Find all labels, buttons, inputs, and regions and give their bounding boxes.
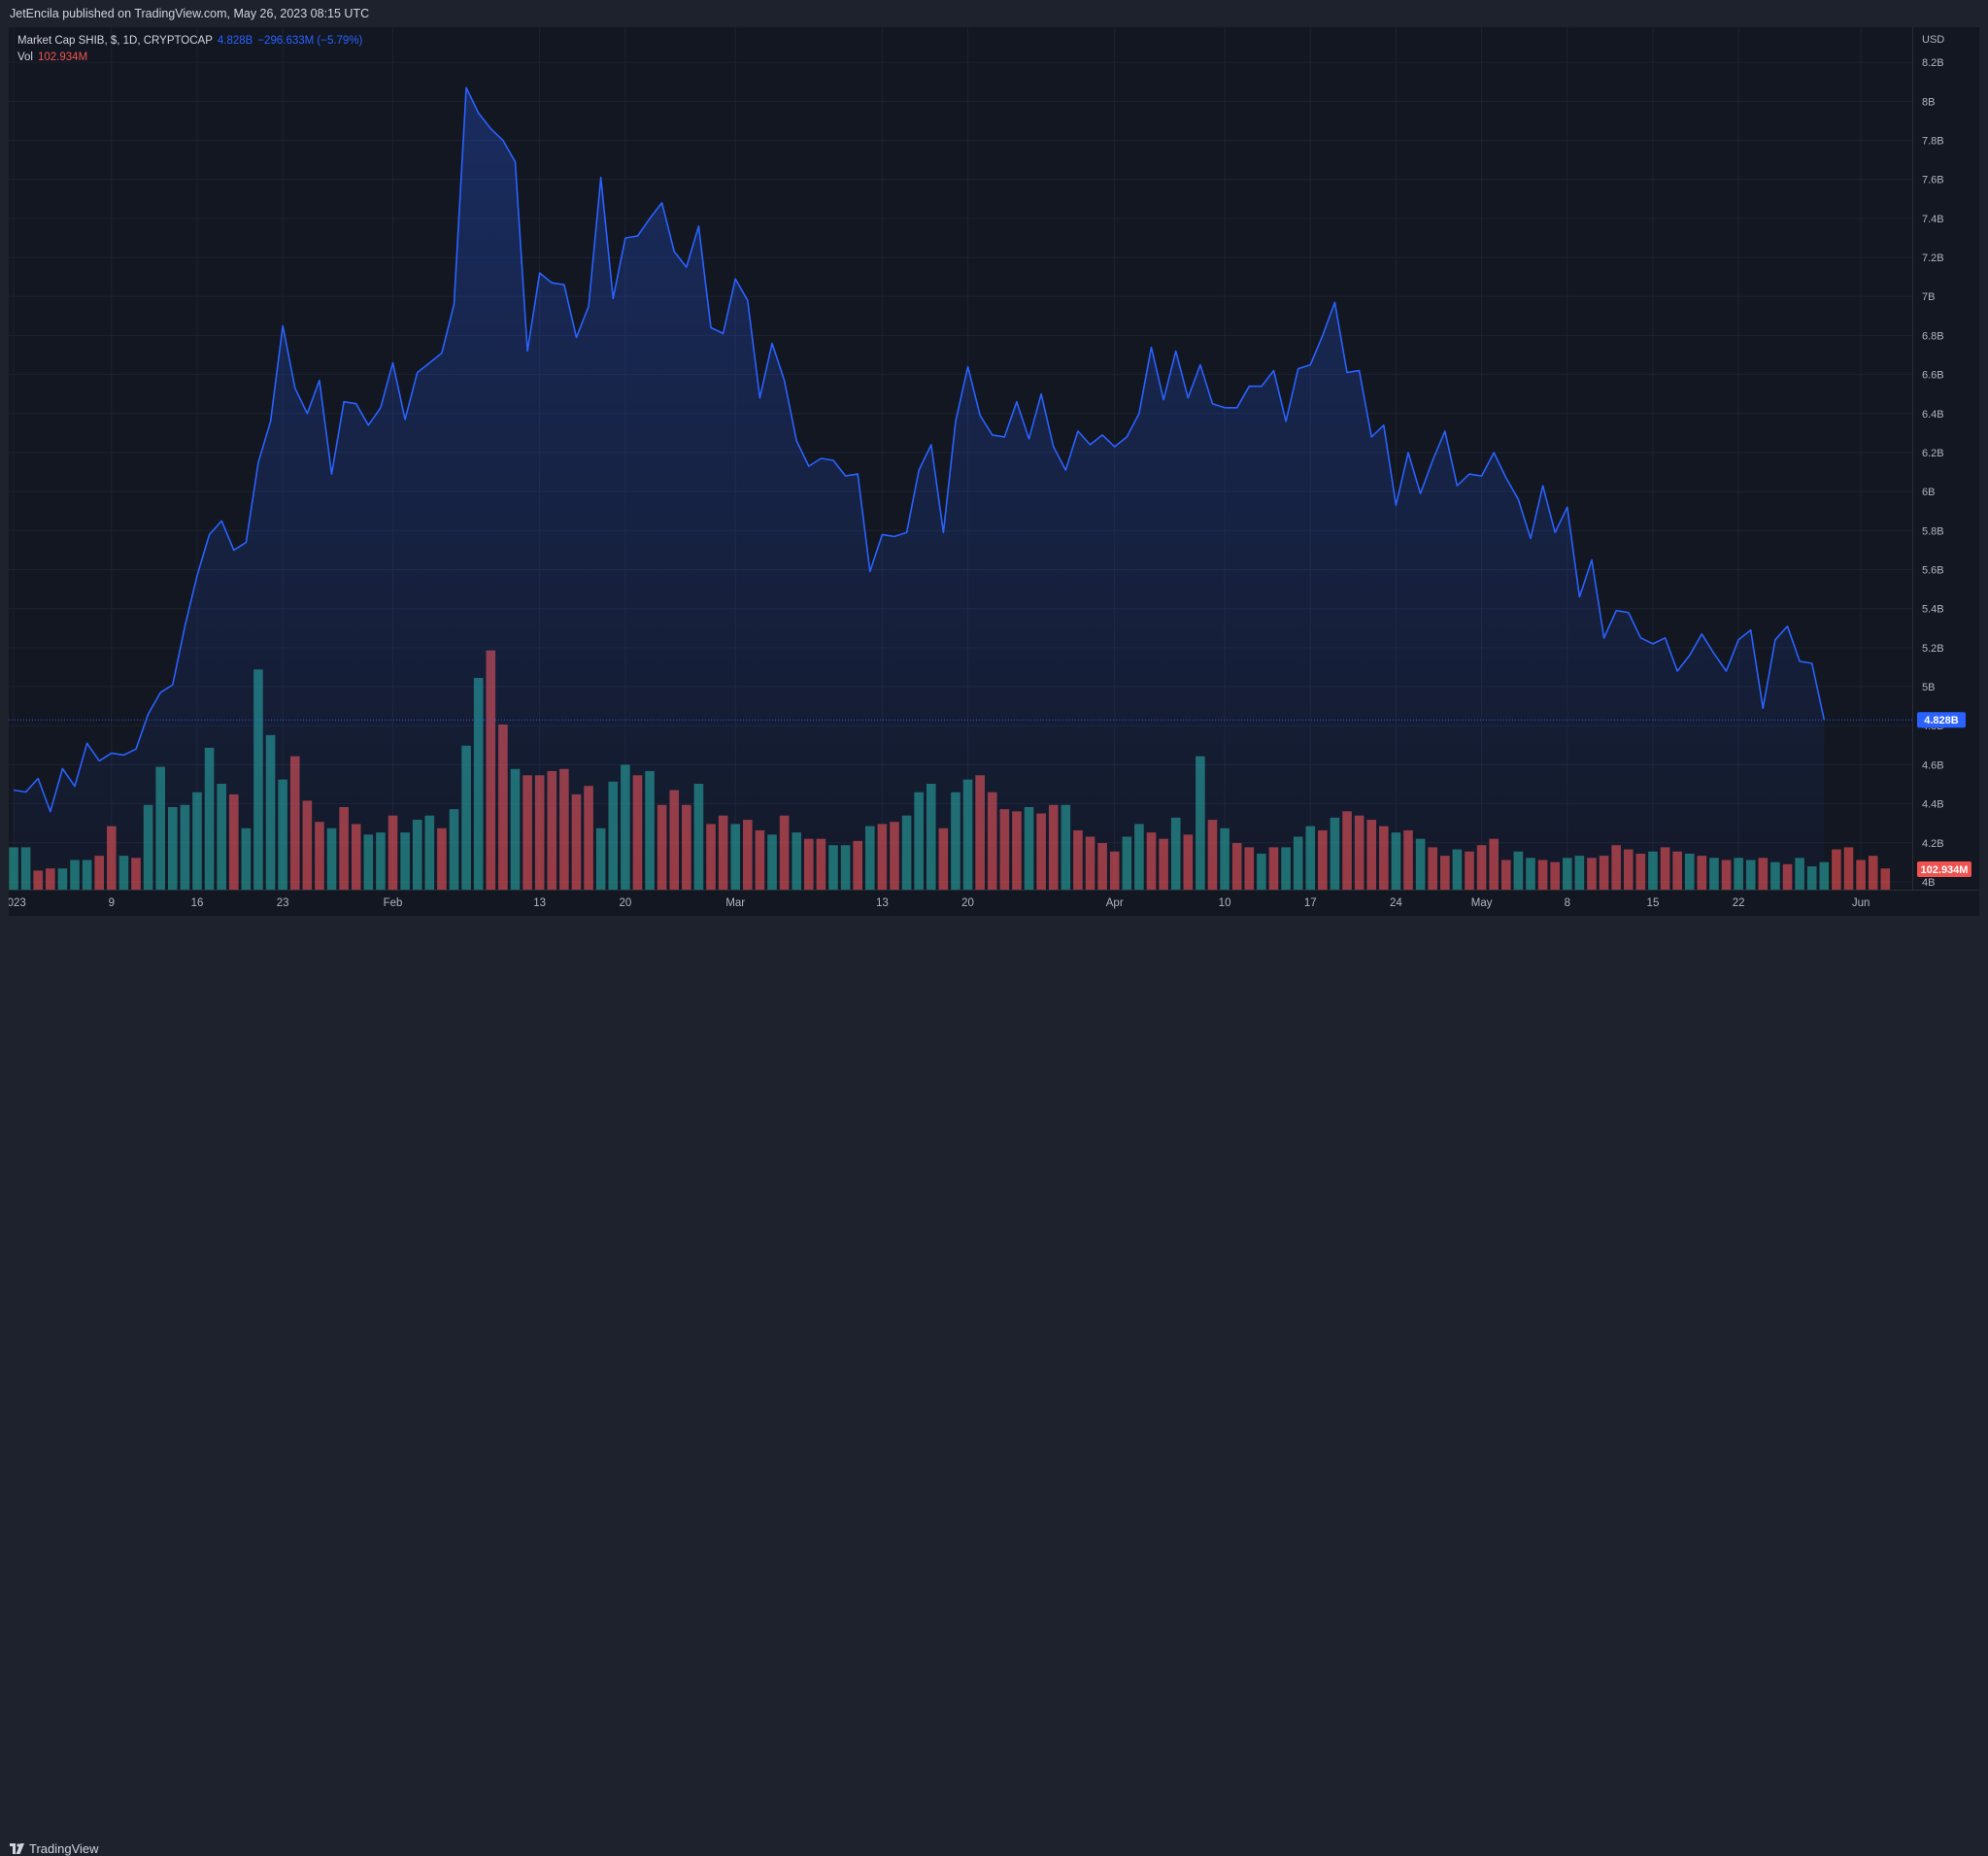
volume-bar-149 xyxy=(1832,849,1841,890)
time-axis-tick-10: Apr xyxy=(1106,897,1124,909)
time-axis-tick-18: Jun xyxy=(1852,897,1870,909)
time-axis-tick-7: Mar xyxy=(725,897,745,909)
price-axis-tick-3: 4.6B xyxy=(1922,759,1944,771)
price-axis-tick-13: 6.6B xyxy=(1922,370,1944,382)
legend-symbol[interactable]: Market Cap SHIB, $, 1D, CRYPTOCAP xyxy=(17,35,213,47)
price-axis-tick-6: 5.2B xyxy=(1922,643,1944,655)
legend-volume-value: 102.934M xyxy=(38,51,88,63)
volume-bar-153 xyxy=(1880,868,1891,890)
price-axis-tick-5: 5B xyxy=(1922,682,1935,693)
time-axis-tick-15: 8 xyxy=(1565,897,1570,909)
time-axis-tick-12: 17 xyxy=(1304,897,1317,909)
value-badges: 4.828B 102.934M xyxy=(1917,712,1971,877)
last-price-badge-text: 4.828B xyxy=(1924,715,1959,726)
time-axis-tick-8: 13 xyxy=(876,897,889,909)
time-axis-tick-17: 22 xyxy=(1733,897,1745,909)
volume-bar-150 xyxy=(1843,847,1854,890)
time-axis-tick-0: 2023 xyxy=(9,897,26,909)
axis-panels xyxy=(9,27,1979,916)
price-axis-tick-17: 7.4B xyxy=(1922,214,1944,225)
legend-main-row: Market Cap SHIB, $, 1D, CRYPTOCAP 4.828B −… xyxy=(17,33,362,50)
tradingview-brand-text: TradingView xyxy=(29,1841,99,1856)
last-volume-badge xyxy=(1917,861,1971,877)
price-axis[interactable]: USD4B4.2B4.4B4.6B4.8B5B5.2B5.4B5.6B5.8B6… xyxy=(1922,34,1944,889)
time-axis-tick-9: 20 xyxy=(961,897,974,909)
price-axis-tick-16: 7.2B xyxy=(1922,253,1944,264)
legend-volume-row: Vol 102.934M xyxy=(17,50,362,66)
price-area xyxy=(9,86,1912,891)
price-axis-panel xyxy=(1912,27,1979,916)
time-axis-tick-6: 20 xyxy=(619,897,631,909)
price-axis-tick-9: 5.8B xyxy=(1922,525,1944,537)
price-axis-tick-0: 4B xyxy=(1922,877,1935,889)
price-axis-tick-1: 4.2B xyxy=(1922,838,1944,850)
volume-bar-152 xyxy=(1868,856,1878,890)
price-axis-unit: USD xyxy=(1922,34,1944,46)
price-line xyxy=(13,86,1826,813)
time-axis-panel xyxy=(9,890,1979,916)
price-axis-tick-20: 8B xyxy=(1922,96,1935,108)
time-axis[interactable]: 2023 9 16 23 Feb 13 20 Mar 13 20 Apr 10 17 24 May 8 15 22… xyxy=(9,897,1870,909)
time-axis-tick-13: 24 xyxy=(1390,897,1402,909)
last-price-badge xyxy=(1917,712,1966,728)
chart-pane[interactable]: USD4B4.2B4.4B4.6B4.8B5B5.2B5.4B5.6B5.8B6… xyxy=(9,27,1979,916)
time-axis-tick-5: 13 xyxy=(533,897,546,909)
last-volume-badge-text: 102.934M xyxy=(1921,864,1969,876)
price-axis-tick-19: 7.8B xyxy=(1922,136,1944,148)
legend-change: −296.633M (−5.79%) xyxy=(257,35,363,47)
time-axis-tick-16: 15 xyxy=(1647,897,1660,909)
price-axis-tick-2: 4.4B xyxy=(1922,799,1944,811)
price-axis-tick-18: 7.6B xyxy=(1922,175,1944,186)
price-axis-tick-8: 5.6B xyxy=(1922,565,1944,577)
market-cap-chart[interactable]: USD4B4.2B4.4B4.6B4.8B5B5.2B5.4B5.6B5.8B6… xyxy=(9,27,1979,916)
time-axis-tick-3: 23 xyxy=(277,897,289,909)
top-bar: JetEncila published on TradingView.com, … xyxy=(0,0,1988,27)
price-axis-tick-10: 6B xyxy=(1922,487,1935,498)
published-info: JetEncila published on TradingView.com, … xyxy=(10,7,370,20)
time-axis-tick-4: Feb xyxy=(384,897,403,909)
price-axis-tick-11: 6.2B xyxy=(1922,448,1944,459)
price-area-fill xyxy=(14,87,1825,891)
chart-legend: Market Cap SHIB, $, 1D, CRYPTOCAP 4.828B −… xyxy=(17,33,362,66)
price-axis-tick-15: 7B xyxy=(1922,291,1935,303)
bottom-bar: TradingView xyxy=(0,916,1988,1856)
legend-volume-label[interactable]: Vol xyxy=(17,51,33,63)
price-axis-tick-21: 8.2B xyxy=(1922,57,1944,69)
tradingview-logo[interactable]: TradingView xyxy=(10,1841,99,1856)
legend-last-value: 4.828B xyxy=(217,35,253,47)
time-axis-tick-14: May xyxy=(1471,897,1493,909)
price-axis-tick-7: 5.4B xyxy=(1922,604,1944,616)
time-axis-tick-1: 9 xyxy=(109,897,115,909)
tradingview-logo-icon xyxy=(10,1843,24,1854)
price-axis-tick-12: 6.4B xyxy=(1922,409,1944,421)
time-axis-tick-2: 16 xyxy=(191,897,204,909)
volume-bar-148 xyxy=(1819,861,1830,890)
time-axis-tick-11: 10 xyxy=(1219,897,1231,909)
volume-bar-151 xyxy=(1856,860,1866,890)
price-axis-tick-14: 6.8B xyxy=(1922,330,1944,342)
